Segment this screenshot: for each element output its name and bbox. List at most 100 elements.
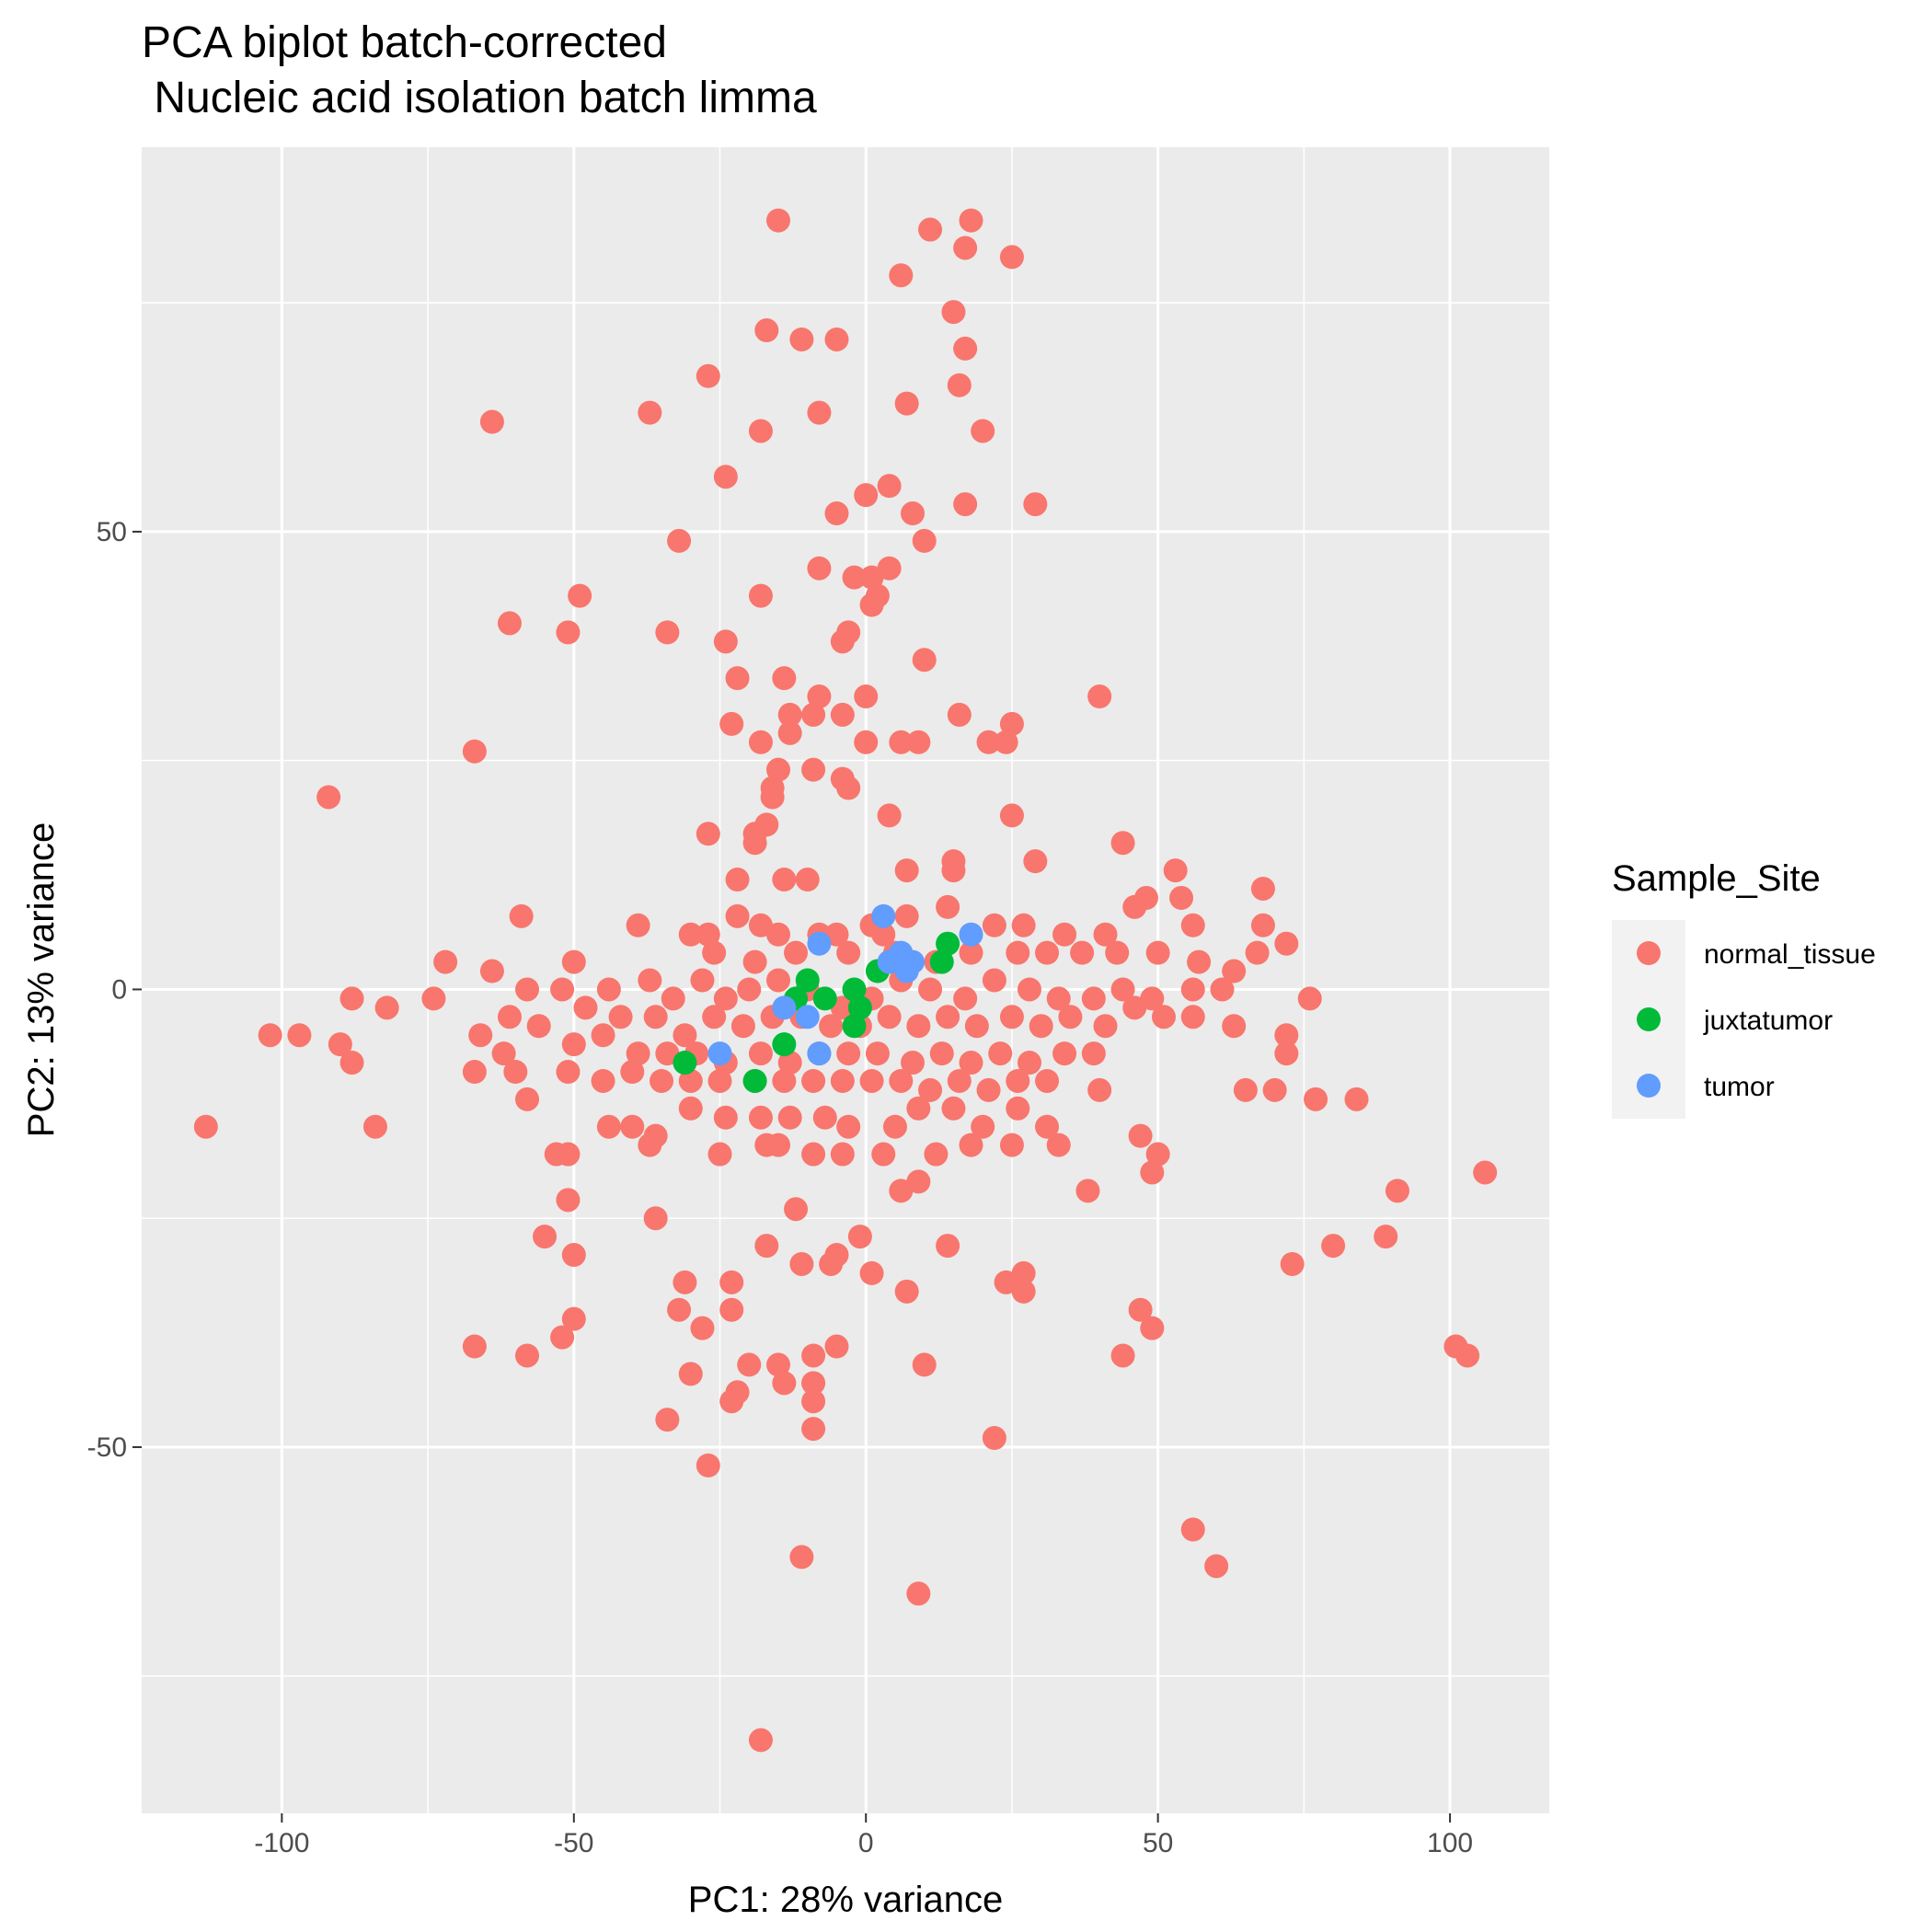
data-point-normal_tissue — [1280, 1251, 1305, 1276]
data-point-normal_tissue — [626, 1041, 650, 1066]
data-point-normal_tissue — [819, 1014, 844, 1039]
data-point-juxtatumor — [673, 1051, 697, 1075]
data-point-normal_tissue — [836, 940, 861, 965]
data-point-normal_tissue — [748, 1041, 773, 1066]
data-point-normal_tissue — [719, 711, 744, 736]
data-point-normal_tissue — [772, 1371, 797, 1396]
data-point-normal_tissue — [655, 1408, 680, 1432]
data-point-normal_tissue — [374, 995, 399, 1020]
data-point-normal_tissue — [638, 968, 662, 993]
data-point-normal_tissue — [859, 1260, 884, 1285]
data-point-normal_tissue — [561, 949, 586, 974]
plot-panel — [142, 147, 1549, 1813]
data-point-normal_tissue — [1222, 959, 1247, 983]
data-point-normal_tissue — [894, 1279, 919, 1304]
x-axis-ticks: -100 -50 0 50 100 — [254, 1813, 1473, 1858]
data-point-normal_tissue — [929, 1041, 954, 1066]
data-point-normal_tissue — [1222, 1014, 1247, 1039]
data-point-normal_tissue — [906, 1581, 931, 1606]
data-point-normal_tissue — [999, 1133, 1024, 1157]
data-point-normal_tissue — [638, 1133, 662, 1157]
data-point-normal_tissue — [748, 1728, 773, 1753]
data-point-juxtatumor — [772, 1032, 797, 1057]
data-point-normal_tissue — [906, 1096, 931, 1121]
data-point-normal_tissue — [533, 1225, 558, 1249]
data-point-normal_tissue — [994, 1270, 1018, 1294]
data-point-normal_tissue — [719, 1389, 744, 1414]
data-point-normal_tissue — [918, 977, 943, 1002]
data-point-normal_tissue — [906, 1014, 931, 1039]
chart-title-line2: Nucleic acid isolation batch limma — [142, 74, 817, 122]
data-point-normal_tissue — [713, 986, 738, 1011]
data-point-normal_tissue — [667, 1297, 692, 1322]
data-point-juxtatumor — [847, 995, 872, 1020]
data-point-normal_tissue — [924, 1142, 949, 1167]
data-point-normal_tissue — [561, 1306, 586, 1331]
data-point-normal_tissue — [1163, 858, 1188, 883]
data-point-normal_tissue — [859, 565, 884, 590]
data-point-normal_tissue — [503, 1060, 528, 1085]
data-point-tumor — [807, 931, 832, 956]
legend-label-normal_tissue: normal_tissue — [1704, 939, 1876, 970]
data-point-normal_tissue — [1180, 1517, 1205, 1542]
data-point-normal_tissue — [1052, 1041, 1077, 1066]
data-point-normal_tissue — [1169, 885, 1194, 910]
data-point-normal_tissue — [748, 583, 773, 608]
data-point-normal_tissue — [1006, 940, 1030, 965]
data-point-normal_tissue — [936, 1234, 960, 1259]
data-point-normal_tissue — [608, 1005, 633, 1029]
data-point-normal_tissue — [865, 1041, 890, 1066]
major-gridlines — [142, 147, 1549, 1813]
data-point-normal_tissue — [620, 1060, 645, 1085]
data-point-normal_tissue — [1473, 1160, 1498, 1185]
y-tick-label: -50 — [87, 1432, 127, 1463]
data-point-normal_tissue — [696, 1453, 720, 1478]
data-point-normal_tissue — [1321, 1234, 1346, 1259]
data-point-normal_tissue — [1122, 995, 1147, 1020]
data-point-normal_tissue — [556, 1188, 581, 1213]
legend-items: normal_tissue juxtatumor tumor — [1637, 939, 1876, 1102]
data-point-normal_tissue — [918, 217, 943, 242]
data-point-normal_tissue — [889, 263, 914, 288]
data-point-normal_tissue — [847, 1225, 872, 1249]
legend-title: Sample_Site — [1612, 858, 1821, 899]
data-point-normal_tissue — [550, 1325, 575, 1350]
data-point-normal_tissue — [941, 1096, 966, 1121]
data-point-normal_tissue — [1455, 1343, 1480, 1368]
data-point-normal_tissue — [328, 1032, 352, 1057]
legend-key-juxtatumor — [1637, 1007, 1661, 1031]
data-point-normal_tissue — [673, 1023, 697, 1048]
data-point-normal_tissue — [497, 1005, 522, 1029]
data-point-normal_tissue — [889, 730, 914, 754]
data-point-normal_tissue — [1046, 1133, 1071, 1157]
data-point-normal_tissue — [1110, 1343, 1135, 1368]
data-point-normal_tissue — [491, 1041, 516, 1066]
data-point-normal_tissue — [801, 1142, 826, 1167]
data-point-normal_tissue — [193, 1114, 218, 1139]
data-point-normal_tissue — [854, 730, 879, 754]
data-point-normal_tissue — [690, 968, 715, 993]
data-point-normal_tissue — [748, 419, 773, 443]
data-point-normal_tissue — [988, 1041, 1013, 1066]
legend-label-tumor: tumor — [1704, 1072, 1775, 1102]
data-point-normal_tissue — [1133, 885, 1158, 910]
legend-label-juxtatumor: juxtatumor — [1703, 1006, 1833, 1036]
data-point-normal_tissue — [789, 327, 814, 351]
data-point-normal_tissue — [777, 702, 802, 727]
legend-key-normal_tissue — [1637, 941, 1661, 965]
data-point-normal_tissue — [678, 922, 703, 947]
data-point-normal_tissue — [1006, 1096, 1030, 1121]
data-point-normal_tissue — [1304, 1087, 1328, 1111]
data-point-normal_tissue — [894, 903, 919, 928]
data-point-normal_tissue — [591, 1068, 615, 1093]
data-point-normal_tissue — [959, 208, 983, 233]
data-point-juxtatumor — [812, 986, 837, 1011]
data-point-normal_tissue — [777, 1105, 802, 1130]
data-point-normal_tissue — [894, 858, 919, 883]
data-point-normal_tissue — [1029, 1014, 1053, 1039]
data-point-normal_tissue — [1187, 949, 1212, 974]
data-point-normal_tissue — [947, 1068, 972, 1093]
data-point-normal_tissue — [836, 776, 861, 800]
data-point-normal_tissue — [1017, 977, 1041, 1002]
data-point-normal_tissue — [1180, 913, 1205, 937]
